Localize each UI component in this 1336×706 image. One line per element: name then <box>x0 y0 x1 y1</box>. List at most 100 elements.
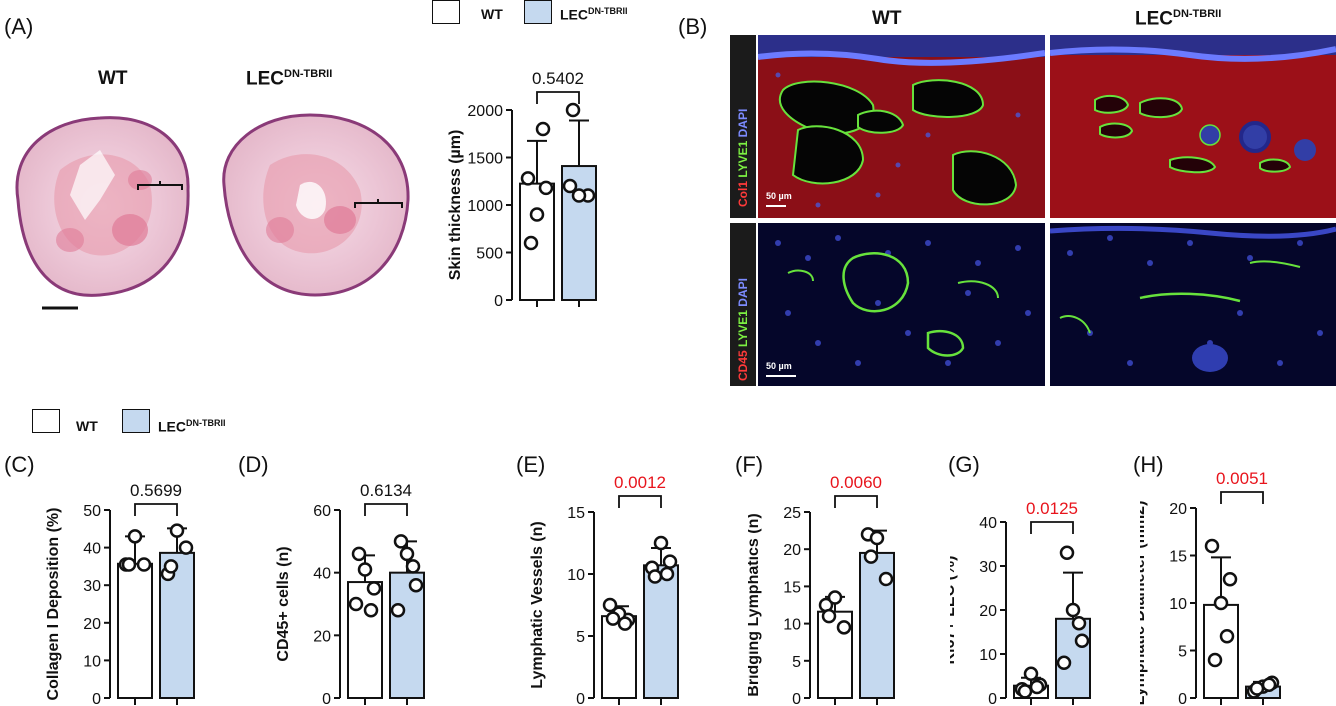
ki67-point-1-0 <box>1056 655 1072 671</box>
ki67-plot: 0 10 20 30 40 Ki67+ LEC (%) 0.0125 <box>950 499 1091 706</box>
skin-point-0-3 <box>523 235 539 251</box>
lymphatic_vessels-point-1-1 <box>662 554 678 569</box>
collagen-point-1-2 <box>169 523 185 538</box>
bridging-point-1-2 <box>869 530 885 546</box>
ki67-point-0-2 <box>1023 666 1039 682</box>
collagen-ytick-label-0: 0 <box>92 691 101 706</box>
panel-a-lec-title-sup: DN-TBRII <box>284 68 333 80</box>
cd45-ytick-label-1: 20 <box>313 628 331 645</box>
skin-bracket <box>536 91 580 104</box>
diameter-ytick-label-4: 20 <box>1169 501 1187 518</box>
ki67-point-1-2 <box>1065 602 1081 618</box>
legend-bottom-lec-sup: DN-TBRII <box>186 418 226 428</box>
diameter-bar-0 <box>1203 603 1239 699</box>
legend-top-lec-sup: DN-TBRII <box>588 6 628 16</box>
stain-lyve1-label-2: LYVE1 <box>736 310 750 347</box>
ki67-ytick-label-2: 20 <box>979 603 997 620</box>
legend-bottom-wt-swatch <box>32 409 60 433</box>
bridging-point-1-1 <box>878 571 894 587</box>
lymphatic_vessels-p-value: 0.0012 <box>614 473 666 492</box>
skin-ytick-label-4: 2000 <box>467 103 503 120</box>
panel-b-lec-title-sup: DN-TBRII <box>1173 8 1222 20</box>
stain-cd45-label: CD45 <box>736 350 750 381</box>
cd45-ytick-label-2: 40 <box>313 566 331 583</box>
collagen-ytick-label-2: 20 <box>83 616 101 633</box>
legend-bottom-wt-label: WT <box>76 418 98 434</box>
lymphatic_vessels-point-1-4 <box>659 566 675 582</box>
panel-letter-f: (F) <box>735 452 764 477</box>
bridging-ytick-label-1: 5 <box>792 654 801 671</box>
panel-letter-c: (C) <box>4 452 35 477</box>
legend-top-wt-label: WT <box>481 6 503 22</box>
legend-top-lec-swatch <box>524 0 552 24</box>
bridging-point-1-3 <box>863 549 879 564</box>
bridging-ytick-label-5: 25 <box>783 505 801 522</box>
cd45-point-1-1 <box>408 577 424 593</box>
diameter-point-0-4 <box>1219 629 1235 644</box>
collagen-point-0-2 <box>127 529 143 544</box>
ki67-ytick-label-3: 30 <box>979 559 997 576</box>
cd45-ytick-label-0: 0 <box>322 691 331 706</box>
skin-point-1-0 <box>562 178 578 194</box>
panel-letter-d: (D) <box>238 452 269 477</box>
lec-histology-section <box>222 113 410 297</box>
skin-ytick-label-3: 1500 <box>467 151 503 168</box>
wt-histology-section <box>15 116 190 297</box>
lymphatic_vessels-ytick-label-3: 15 <box>567 505 585 522</box>
micro-wt-cd45: 50 µm <box>758 223 1045 386</box>
micro-lec-col1 <box>1050 35 1336 218</box>
ki67-point-1-1 <box>1074 633 1090 649</box>
panel-letter-a: (A) <box>4 14 34 39</box>
skin-point-0-1 <box>538 180 554 196</box>
collagen-point-1-1 <box>178 540 194 555</box>
diameter-ylabel: Lymphatic Diameter (mm2) <box>1140 501 1148 706</box>
diameter-point-1-3 <box>1249 681 1265 696</box>
legend-top-lec-base: LEC <box>560 6 588 23</box>
cd45-ylabel: CD45+ cells (n) <box>275 546 292 661</box>
diameter-point-0-1 <box>1222 572 1238 587</box>
diameter-ytick-label-1: 5 <box>1178 644 1187 661</box>
ki67-chart: 0 10 20 30 40 Ki67+ LEC (%) 0.0125 <box>950 499 1091 706</box>
lymphatic_vessels-point-0-0 <box>602 597 618 613</box>
bridging-point-0-1 <box>836 620 852 635</box>
collagen-ytick-label-3: 30 <box>83 578 101 595</box>
ki67-p-value: 0.0125 <box>1026 499 1078 518</box>
scale-bar-label-1: 50 µm <box>766 191 792 201</box>
bridging-ytick-label-4: 20 <box>783 542 801 559</box>
cd45-point-0-1 <box>366 581 382 596</box>
bridging-p-value: 0.0060 <box>830 473 882 492</box>
bridging-ytick-label-2: 10 <box>783 617 801 634</box>
bridging-bracket <box>834 495 878 508</box>
diameter-point-0-0 <box>1204 538 1220 554</box>
bridging-ytick-label-3: 15 <box>783 579 801 596</box>
skin-ylabel: Skin thickness (µm) <box>447 130 464 281</box>
collagen-p-value: 0.5699 <box>130 481 182 500</box>
collagen-point-0-1 <box>136 557 152 572</box>
lymphatic-vessels-chart: 0 5 10 15 Lymphatic Vessels (n) 0.0012 <box>530 473 679 706</box>
lymphatic_vessels-point-0-3 <box>605 611 621 626</box>
diameter-ytick-label-0: 0 <box>1178 691 1187 706</box>
panel-b-lec-title-base: LEC <box>1135 8 1173 30</box>
collagen-point-0-3 <box>121 557 137 572</box>
bridging-point-0-2 <box>827 590 843 605</box>
collagen-plot: 0 10 20 30 40 50 Collagen I Deposition (%) 0.56… <box>45 481 195 706</box>
lymphatic_vessels-point-1-3 <box>647 569 663 584</box>
bridging-ylabel: Bridging Lymphatics (n) <box>748 513 762 696</box>
collagen-ytick-label-1: 10 <box>83 653 101 670</box>
collagen-bar-0 <box>117 562 153 699</box>
cd45-bar-1 <box>389 571 425 699</box>
histology-cross-sections <box>15 113 410 310</box>
lymphatic_vessels-plot: 0 5 10 15 Lymphatic Vessels (n) 0.0012 <box>530 473 679 706</box>
ki67-ytick-label-1: 10 <box>979 647 997 664</box>
cd45-point-1-4 <box>405 559 421 574</box>
diameter-point-0-2 <box>1213 595 1229 611</box>
micro-wt-col1: 50 µm <box>758 35 1045 218</box>
panel-a-lec-title: LECDN-TBRII <box>246 68 332 90</box>
legend-top-lec-label: LECDN-TBRII <box>560 6 628 23</box>
skin-ytick-label-1: 500 <box>476 246 503 263</box>
cd45-point-0-2 <box>357 562 373 577</box>
cd45-plot: 0 20 40 60 CD45+ cells (n) 0.6134 <box>275 481 425 706</box>
cd45-ytick-label-3: 60 <box>313 503 331 520</box>
collagen-point-1-3 <box>163 559 179 574</box>
